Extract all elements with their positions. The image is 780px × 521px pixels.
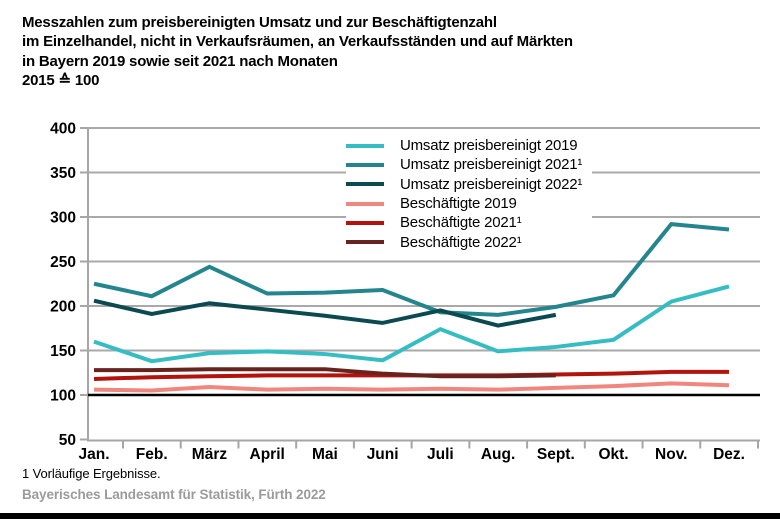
x-month-label-mai: Mai: [312, 446, 338, 463]
title-line-3: in Bayern 2019 sowie seit 2021 nach Mona…: [22, 52, 338, 70]
x-month-label-m-rz: März: [192, 446, 228, 463]
chart-legend: Umsatz preisbereinigt 2019 Umsatz preisb…: [346, 136, 593, 254]
series-besch-ftigte-2019: [93, 381, 730, 393]
x-month-label-aug: Aug.: [481, 446, 515, 463]
legend-item: Umsatz preisbereinigt 2019: [346, 136, 582, 155]
x-month-label-jan: Jan.: [78, 446, 109, 463]
series-umsatz-preisbereinigt-2019: [93, 284, 730, 364]
x-month-label-dez: Dez.: [713, 446, 745, 463]
legend-label: Umsatz preisbereinigt 2019: [400, 137, 578, 155]
legend-swatch-beschaeftigte-2021: [346, 220, 384, 225]
x-month-label-april: April: [250, 446, 285, 463]
title-line-2: im Einzelhandel, nicht in Verkaufsräumen…: [22, 33, 573, 51]
y-tick-label-200: 200: [50, 299, 76, 316]
y-tick-label-150: 150: [50, 343, 76, 360]
x-month-label-sept: Sept.: [537, 446, 575, 463]
chart-title: Messzahlen zum preisbereinigten Umsatz u…: [22, 13, 573, 90]
title-line-1: Messzahlen zum preisbereinigten Umsatz u…: [22, 14, 497, 31]
legend-label: Beschäftigte 2021¹: [400, 214, 522, 232]
legend-label: Umsatz preisbereinigt 2022¹: [400, 175, 583, 193]
legend-item: Umsatz preisbereinigt 2022¹: [346, 175, 582, 194]
y-tick-label-350: 350: [50, 165, 76, 182]
x-month-label-nov: Nov.: [655, 446, 687, 463]
legend-label: Beschäftigte 2019: [400, 195, 517, 213]
bottom-divider-bar: [0, 513, 780, 519]
legend-label: Beschäftigte 2022¹: [400, 233, 522, 251]
y-tick-label-300: 300: [50, 210, 76, 227]
source-attribution: Bayerisches Landesamt für Statistik, Für…: [22, 487, 326, 502]
legend-swatch-beschaeftigte-2022: [346, 240, 384, 245]
x-month-label-okt: Okt.: [598, 446, 628, 463]
series-besch-ftigte-2022: [94, 367, 556, 379]
series-umsatz-preisbereinigt-2022: [93, 298, 557, 328]
title-line-4: 2015 ≙ 100: [22, 71, 100, 89]
legend-item: Beschäftigte 2021¹: [346, 213, 582, 232]
series-umsatz-preisbereinigt-2021: [93, 222, 730, 317]
y-tick-label-50: 50: [59, 432, 76, 449]
x-month-label-juli: Juli: [427, 446, 454, 463]
legend-swatch-umsatz-2019: [346, 143, 384, 148]
x-month-label-juni: Juni: [367, 446, 399, 463]
x-month-label-feb: Feb.: [136, 446, 168, 463]
y-tick-label-250: 250: [50, 254, 76, 271]
y-tick-label-400: 400: [50, 121, 76, 138]
legend-item: Beschäftigte 2022¹: [346, 232, 582, 251]
legend-item: Beschäftigte 2019: [346, 194, 582, 213]
legend-swatch-beschaeftigte-2019: [346, 201, 384, 206]
footnote: 1 Vorläufige Ergebnisse.: [22, 466, 161, 481]
legend-swatch-umsatz-2022: [346, 182, 384, 187]
legend-swatch-umsatz-2021: [346, 162, 384, 167]
y-tick-label-100: 100: [50, 388, 76, 405]
legend-item: Umsatz preisbereinigt 2021¹: [346, 155, 582, 174]
legend-label: Umsatz preisbereinigt 2021¹: [400, 156, 583, 174]
